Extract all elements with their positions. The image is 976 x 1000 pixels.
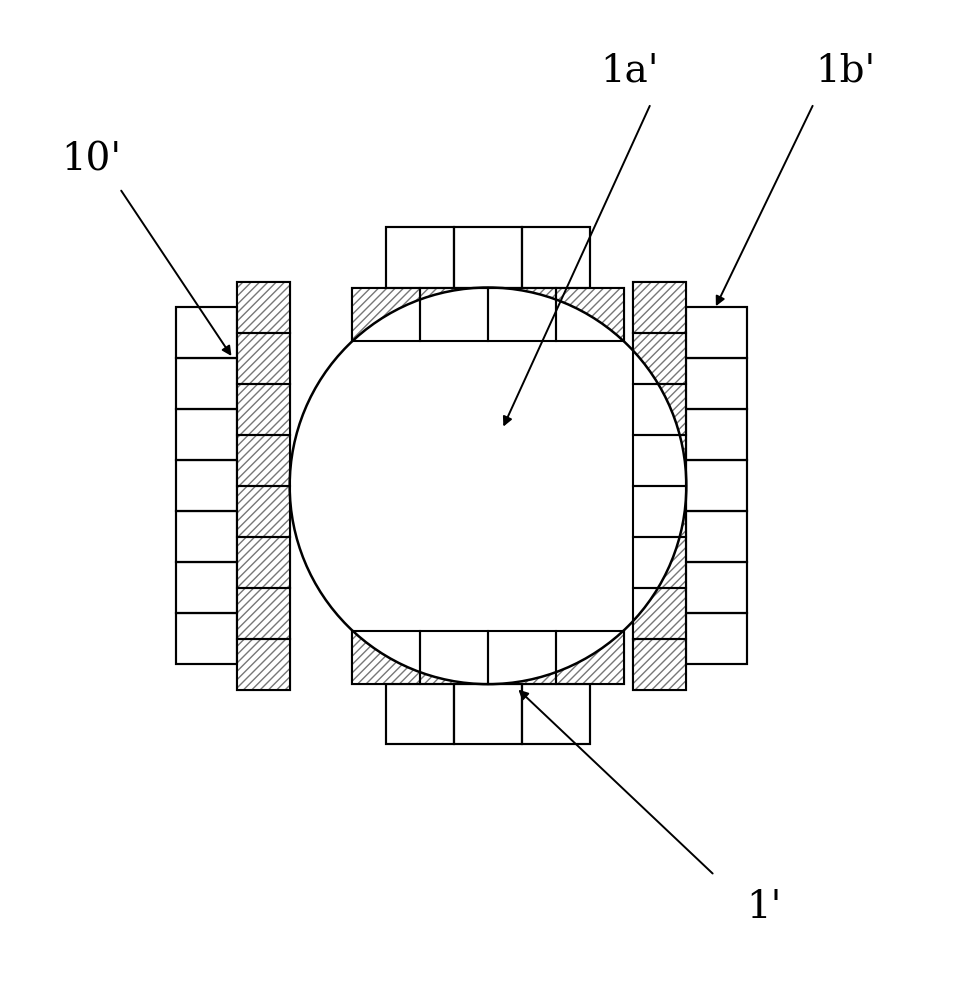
Bar [633, 537, 686, 588]
Bar [236, 537, 290, 588]
Bar [633, 282, 686, 690]
Circle shape [290, 288, 686, 684]
Bar [386, 684, 454, 744]
Bar [352, 288, 420, 341]
Bar [386, 227, 454, 288]
Bar [420, 288, 488, 341]
Bar [177, 307, 236, 358]
Bar [633, 333, 686, 384]
Bar [236, 486, 290, 537]
Bar [352, 288, 624, 341]
Bar [633, 282, 686, 333]
Bar [420, 631, 488, 684]
Bar [686, 511, 747, 562]
Text: 1b': 1b' [816, 53, 875, 90]
Bar [386, 684, 454, 744]
Bar [352, 631, 624, 684]
Bar [236, 588, 290, 639]
Bar [686, 358, 747, 409]
Bar [633, 384, 686, 435]
Bar [686, 307, 747, 358]
Bar [177, 307, 236, 358]
Bar [236, 537, 290, 588]
Bar [633, 639, 686, 690]
Bar [686, 613, 747, 664]
Bar [420, 288, 488, 341]
Bar [420, 631, 488, 684]
Bar [633, 435, 686, 486]
Bar [633, 435, 686, 486]
Bar [633, 588, 686, 639]
Bar [556, 631, 624, 684]
Bar [236, 486, 290, 537]
Bar [686, 409, 747, 460]
Bar [177, 613, 236, 664]
Bar [177, 562, 236, 613]
Bar [454, 227, 522, 288]
Bar [522, 227, 590, 288]
Bar [488, 631, 556, 684]
Bar [633, 384, 686, 435]
Bar [177, 358, 236, 409]
Bar [236, 435, 290, 486]
Bar [236, 588, 290, 639]
Bar [686, 460, 747, 511]
Bar [686, 613, 747, 664]
Bar [177, 460, 236, 511]
Bar [236, 639, 290, 690]
Bar [686, 307, 747, 358]
Bar [454, 684, 522, 744]
Bar [686, 562, 747, 613]
Bar [454, 227, 522, 288]
Bar [236, 282, 290, 333]
Bar [386, 227, 454, 288]
Bar [177, 460, 236, 511]
Bar [556, 631, 624, 684]
Bar [633, 639, 686, 690]
Bar [177, 409, 236, 460]
Bar [488, 631, 556, 684]
Bar [177, 511, 236, 562]
Bar [633, 486, 686, 537]
Text: 1': 1' [747, 889, 782, 926]
Text: 10': 10' [61, 141, 121, 178]
Bar [236, 639, 290, 690]
Bar [686, 511, 747, 562]
Bar [633, 282, 686, 333]
Bar [236, 333, 290, 384]
Bar [352, 631, 420, 684]
Bar [633, 333, 686, 384]
Bar [488, 288, 556, 341]
Bar [522, 684, 590, 744]
Bar [177, 409, 236, 460]
Bar [522, 684, 590, 744]
Bar [177, 511, 236, 562]
Bar [236, 333, 290, 384]
Bar [352, 631, 420, 684]
Bar [556, 288, 624, 341]
Bar [177, 358, 236, 409]
Bar [556, 288, 624, 341]
Bar [686, 460, 747, 511]
Bar [236, 384, 290, 435]
Bar [633, 588, 686, 639]
Bar [686, 409, 747, 460]
Bar [633, 537, 686, 588]
Bar [236, 282, 290, 690]
Bar [488, 288, 556, 341]
Text: 1a': 1a' [600, 53, 659, 90]
Bar [522, 227, 590, 288]
Bar [236, 435, 290, 486]
Bar [686, 358, 747, 409]
Bar [352, 288, 420, 341]
Bar [177, 562, 236, 613]
Bar [177, 613, 236, 664]
Bar [236, 282, 290, 333]
Bar [686, 562, 747, 613]
Bar [633, 486, 686, 537]
Bar [236, 384, 290, 435]
Bar [454, 684, 522, 744]
